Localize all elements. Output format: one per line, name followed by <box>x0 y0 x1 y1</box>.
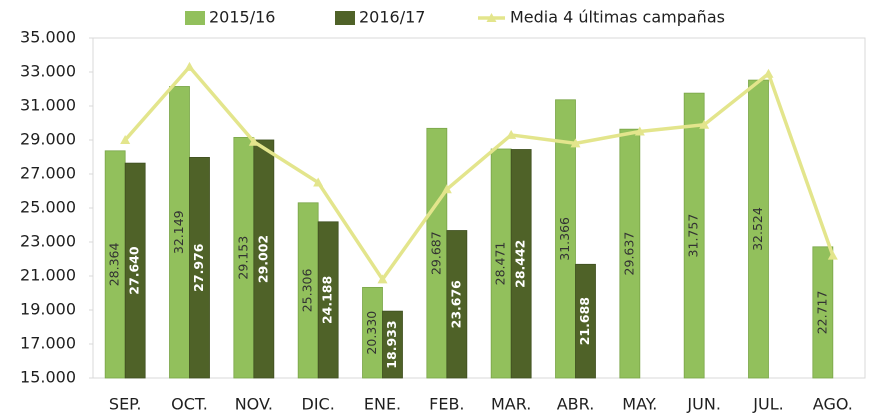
line-marker <box>120 135 131 144</box>
line-marker <box>441 184 452 194</box>
line-marker <box>827 250 838 260</box>
value-label: 24.188 <box>320 276 335 324</box>
value-label: 32.524 <box>750 207 765 251</box>
bar <box>510 149 532 379</box>
x-tick-label: NOV. <box>235 395 273 414</box>
legend-label: 2015/16 <box>209 8 275 27</box>
value-label: 18.933 <box>384 320 399 368</box>
bar <box>619 128 641 379</box>
x-tick-label: JUL. <box>752 395 783 414</box>
value-label: 28.471 <box>493 242 508 286</box>
value-label: 25.306 <box>300 268 315 312</box>
bar <box>575 263 596 379</box>
y-tick-label: 25.000 <box>20 198 76 217</box>
line-marker <box>313 177 324 187</box>
y-tick-label: 35.000 <box>20 28 76 47</box>
line-marker <box>763 68 774 78</box>
y-tick-label: 31.000 <box>20 96 76 115</box>
bar <box>189 157 210 379</box>
value-label: 29.153 <box>235 236 250 280</box>
bar <box>253 139 275 379</box>
value-label: 28.442 <box>513 240 528 288</box>
y-tick-label: 23.000 <box>20 232 76 251</box>
line-marker <box>699 119 710 129</box>
value-label: 27.976 <box>191 243 206 292</box>
y-tick-label: 33.000 <box>20 62 76 81</box>
y-tick-label: 19.000 <box>20 300 76 319</box>
value-label: 20.330 <box>364 311 379 355</box>
value-label: 29.637 <box>621 232 636 276</box>
bar <box>812 246 834 379</box>
line-marker <box>634 126 645 136</box>
y-tick-label: 17.000 <box>20 334 76 353</box>
legend-label: 2016/17 <box>359 8 425 27</box>
bar <box>382 310 403 379</box>
value-label: 22.717 <box>814 291 829 335</box>
bar <box>124 162 146 379</box>
bar <box>555 99 576 379</box>
legend-swatch <box>486 13 497 22</box>
x-tick-label: JUN. <box>686 395 720 414</box>
bar <box>683 92 705 379</box>
value-label: 29.687 <box>428 231 443 275</box>
y-tick-label: 27.000 <box>20 164 76 183</box>
value-label: 29.002 <box>255 235 270 283</box>
x-tick-label: AGO. <box>813 395 853 414</box>
value-label: 31.366 <box>557 217 572 261</box>
line-marker <box>570 138 581 148</box>
line-marker <box>506 129 517 139</box>
x-tick-label: DIC. <box>302 395 335 414</box>
bar <box>317 221 339 379</box>
y-tick-label: 29.000 <box>20 130 76 149</box>
legend-label: Media 4 últimas campañas <box>510 8 725 27</box>
line <box>123 64 835 283</box>
value-label: 28.364 <box>107 242 122 286</box>
x-tick-label: FEB. <box>429 395 464 414</box>
value-label: 32.149 <box>171 210 186 254</box>
x-tick-label: MAR. <box>491 395 531 414</box>
value-label: 27.640 <box>127 246 142 295</box>
line-marker <box>377 274 388 284</box>
value-label: 31.757 <box>686 214 701 258</box>
x-tick-label: MAY. <box>622 395 657 414</box>
y-tick-label: 15.000 <box>20 368 76 387</box>
legend-swatch <box>335 11 355 25</box>
x-tick-label: ENE. <box>364 395 401 414</box>
value-label: 21.688 <box>577 297 592 345</box>
x-tick-label: SEP. <box>109 395 142 414</box>
x-tick-label: ABR. <box>557 395 595 414</box>
x-tick-label: OCT. <box>171 395 208 414</box>
line-marker <box>248 136 259 146</box>
bar <box>446 230 468 379</box>
y-tick-label: 21.000 <box>20 266 76 285</box>
value-label: 23.676 <box>448 280 463 329</box>
legend-swatch <box>185 11 205 25</box>
line-marker <box>184 61 195 71</box>
